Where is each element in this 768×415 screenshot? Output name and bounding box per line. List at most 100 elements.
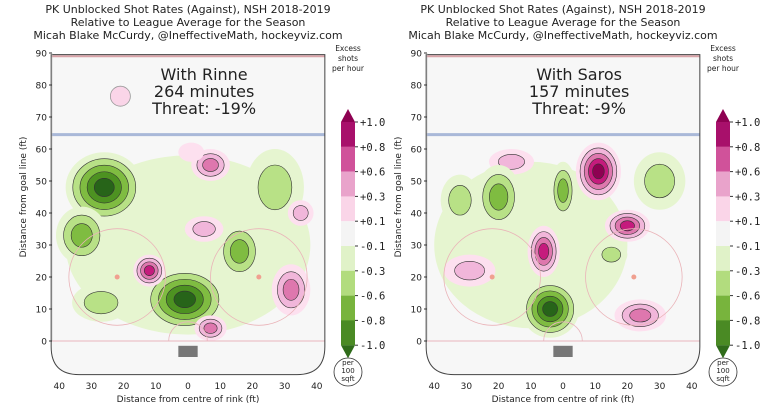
contour-pink-level	[192, 221, 216, 237]
y-tick-label: 0	[41, 338, 47, 348]
y-tick-label: 70	[411, 114, 423, 124]
colorbar-segment	[716, 146, 730, 172]
contour-green-level	[448, 184, 472, 216]
faceoff-dot	[114, 274, 120, 280]
y-tick-label: 20	[36, 274, 48, 284]
colorbar-segment	[716, 246, 730, 271]
y-tick-label: 70	[36, 114, 48, 124]
unit-circle	[333, 357, 363, 387]
colorbar-segment	[341, 295, 355, 321]
contour-pink-level	[178, 142, 205, 162]
colorbar-segment	[716, 221, 730, 247]
x-tick-label: 30	[654, 382, 666, 392]
y-tick-label: 50	[411, 178, 423, 188]
colorbar-tick-label: -0.3	[360, 266, 385, 278]
colorbar-tick-label: +0.8	[735, 142, 760, 154]
panel-rinne: PK Unblocked Shot Rates (Against), NSH 2…	[19, 3, 385, 405]
contour-green-level	[83, 291, 119, 315]
colorbar-segment	[341, 320, 355, 346]
colorbar-title-line: per hour	[332, 64, 365, 73]
x-tick-label: 30	[86, 382, 98, 392]
annotation-line: With Saros	[536, 65, 622, 84]
colorbar-arrow-top	[341, 109, 355, 122]
colorbar-segment	[716, 196, 730, 222]
y-tick-label: 30	[411, 242, 423, 252]
colorbar-tick-label: +1.0	[360, 117, 385, 129]
chart-title-line: PK Unblocked Shot Rates (Against), NSH 2…	[45, 3, 330, 16]
contour-green-level	[542, 301, 558, 317]
x-tick-label: 10	[214, 382, 226, 392]
annotation-line: 157 minutes	[529, 82, 629, 101]
contour-pink-level	[538, 242, 550, 260]
colorbar-segment	[341, 122, 355, 147]
x-tick-label: 40	[311, 382, 323, 392]
colorbar-title-line: Excess	[710, 44, 736, 53]
colorbar-segment	[341, 171, 355, 197]
colorbar-tick-label: +0.6	[735, 167, 760, 179]
contour-layer	[55, 142, 314, 342]
contour-pink-level	[202, 158, 219, 172]
contour-pink-level	[292, 205, 309, 221]
y-tick-label: 10	[36, 306, 48, 316]
y-axis-label: Distance from goal line (ft)	[19, 137, 29, 258]
legend-bubble	[109, 85, 131, 107]
faceoff-dot	[256, 274, 262, 280]
colorbar-segment	[341, 221, 355, 247]
contour-green-level	[601, 246, 621, 263]
contour-pink-level	[203, 322, 218, 334]
rink-boards	[425, 54, 701, 376]
y-tick-label: 50	[36, 178, 48, 188]
unit-label-line: per	[342, 359, 354, 367]
x-tick-label: 20	[493, 382, 505, 392]
y-tick-label: 0	[416, 338, 422, 348]
x-axis-label: Distance from centre of rink (ft)	[492, 395, 635, 405]
y-tick-label: 20	[411, 274, 423, 284]
unit-label-line: sqft	[341, 375, 354, 383]
unit-circle	[708, 357, 738, 387]
colorbar-segment	[341, 196, 355, 222]
contour-layer	[434, 142, 686, 338]
x-tick-label: 40	[428, 382, 440, 392]
unit-label-line: 100	[341, 367, 354, 375]
colorbar-tick-label: -0.8	[360, 315, 385, 327]
faceoff-dot	[631, 274, 637, 280]
contour-pink-level	[619, 220, 635, 232]
y-tick-label: 10	[411, 306, 423, 316]
colorbar-segment	[716, 295, 730, 321]
contour-green-level	[257, 164, 293, 211]
contour-pink-level	[498, 154, 525, 170]
colorbar-tick-label: +0.8	[360, 142, 385, 154]
x-tick-label: 10	[525, 382, 537, 392]
rink-boards	[50, 54, 326, 376]
faceoff-dot	[489, 274, 495, 280]
faceoff-circle	[210, 228, 308, 326]
contour-green-level	[489, 183, 509, 211]
x-tick-label: 20	[118, 382, 130, 392]
colorbar-tick-label: +0.3	[735, 191, 760, 203]
colorbar-segment	[341, 146, 355, 172]
colorbar-title-line: shots	[338, 54, 358, 63]
annotation-line: Threat: -19%	[151, 99, 256, 118]
colorbar-segment	[716, 122, 730, 147]
colorbar-tick-label: +0.1	[360, 216, 385, 228]
y-tick-label: 60	[36, 146, 48, 156]
colorbar-segment	[716, 320, 730, 346]
x-axis-label: Distance from centre of rink (ft)	[117, 395, 260, 405]
x-tick-label: 30	[279, 382, 291, 392]
colorbar-tick-label: -0.6	[360, 291, 385, 303]
colorbar-tick-label: -0.8	[735, 315, 760, 327]
y-tick-label: 60	[411, 146, 423, 156]
annotation-line: Threat: -9%	[531, 99, 626, 118]
chart-title-line: Micah Blake McCurdy, @IneffectiveMath, h…	[408, 29, 717, 42]
colorbar-tick-label: -0.1	[360, 241, 385, 253]
contour-pink-level	[629, 308, 652, 323]
contour-green-level	[93, 177, 115, 197]
colorbar-tick-label: -1.0	[360, 340, 385, 352]
contour-pink-level	[282, 278, 300, 301]
unit-label-line: 100	[716, 367, 729, 375]
colorbar-tick-label: +0.6	[360, 167, 385, 179]
faceoff-circle	[443, 228, 541, 326]
y-tick-label: 40	[36, 210, 48, 220]
